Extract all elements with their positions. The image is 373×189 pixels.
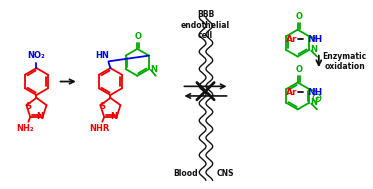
Text: NH₂: NH₂ <box>17 124 34 133</box>
Text: N: N <box>110 112 117 121</box>
Text: Enzymatic
oxidation: Enzymatic oxidation <box>323 52 367 71</box>
Text: NH: NH <box>307 88 323 97</box>
Text: O: O <box>295 12 302 21</box>
Text: O: O <box>135 32 142 41</box>
Text: N: N <box>150 65 157 74</box>
Text: Blood: Blood <box>173 169 198 177</box>
Text: BBB
endothelial
cell: BBB endothelial cell <box>181 10 230 40</box>
Text: NO₂: NO₂ <box>28 51 46 60</box>
Text: N: N <box>36 112 43 121</box>
Text: NH: NH <box>307 35 323 44</box>
Text: O: O <box>295 65 302 74</box>
Text: N: N <box>310 45 317 54</box>
Text: Ar: Ar <box>286 88 298 97</box>
Text: HN: HN <box>95 51 109 60</box>
Text: +: + <box>314 95 320 101</box>
Text: N: N <box>310 98 317 107</box>
Text: NHR: NHR <box>89 124 110 133</box>
Text: S: S <box>25 102 31 111</box>
Text: CNS: CNS <box>217 169 234 177</box>
Text: S: S <box>99 102 105 111</box>
Text: Ar: Ar <box>286 35 298 44</box>
